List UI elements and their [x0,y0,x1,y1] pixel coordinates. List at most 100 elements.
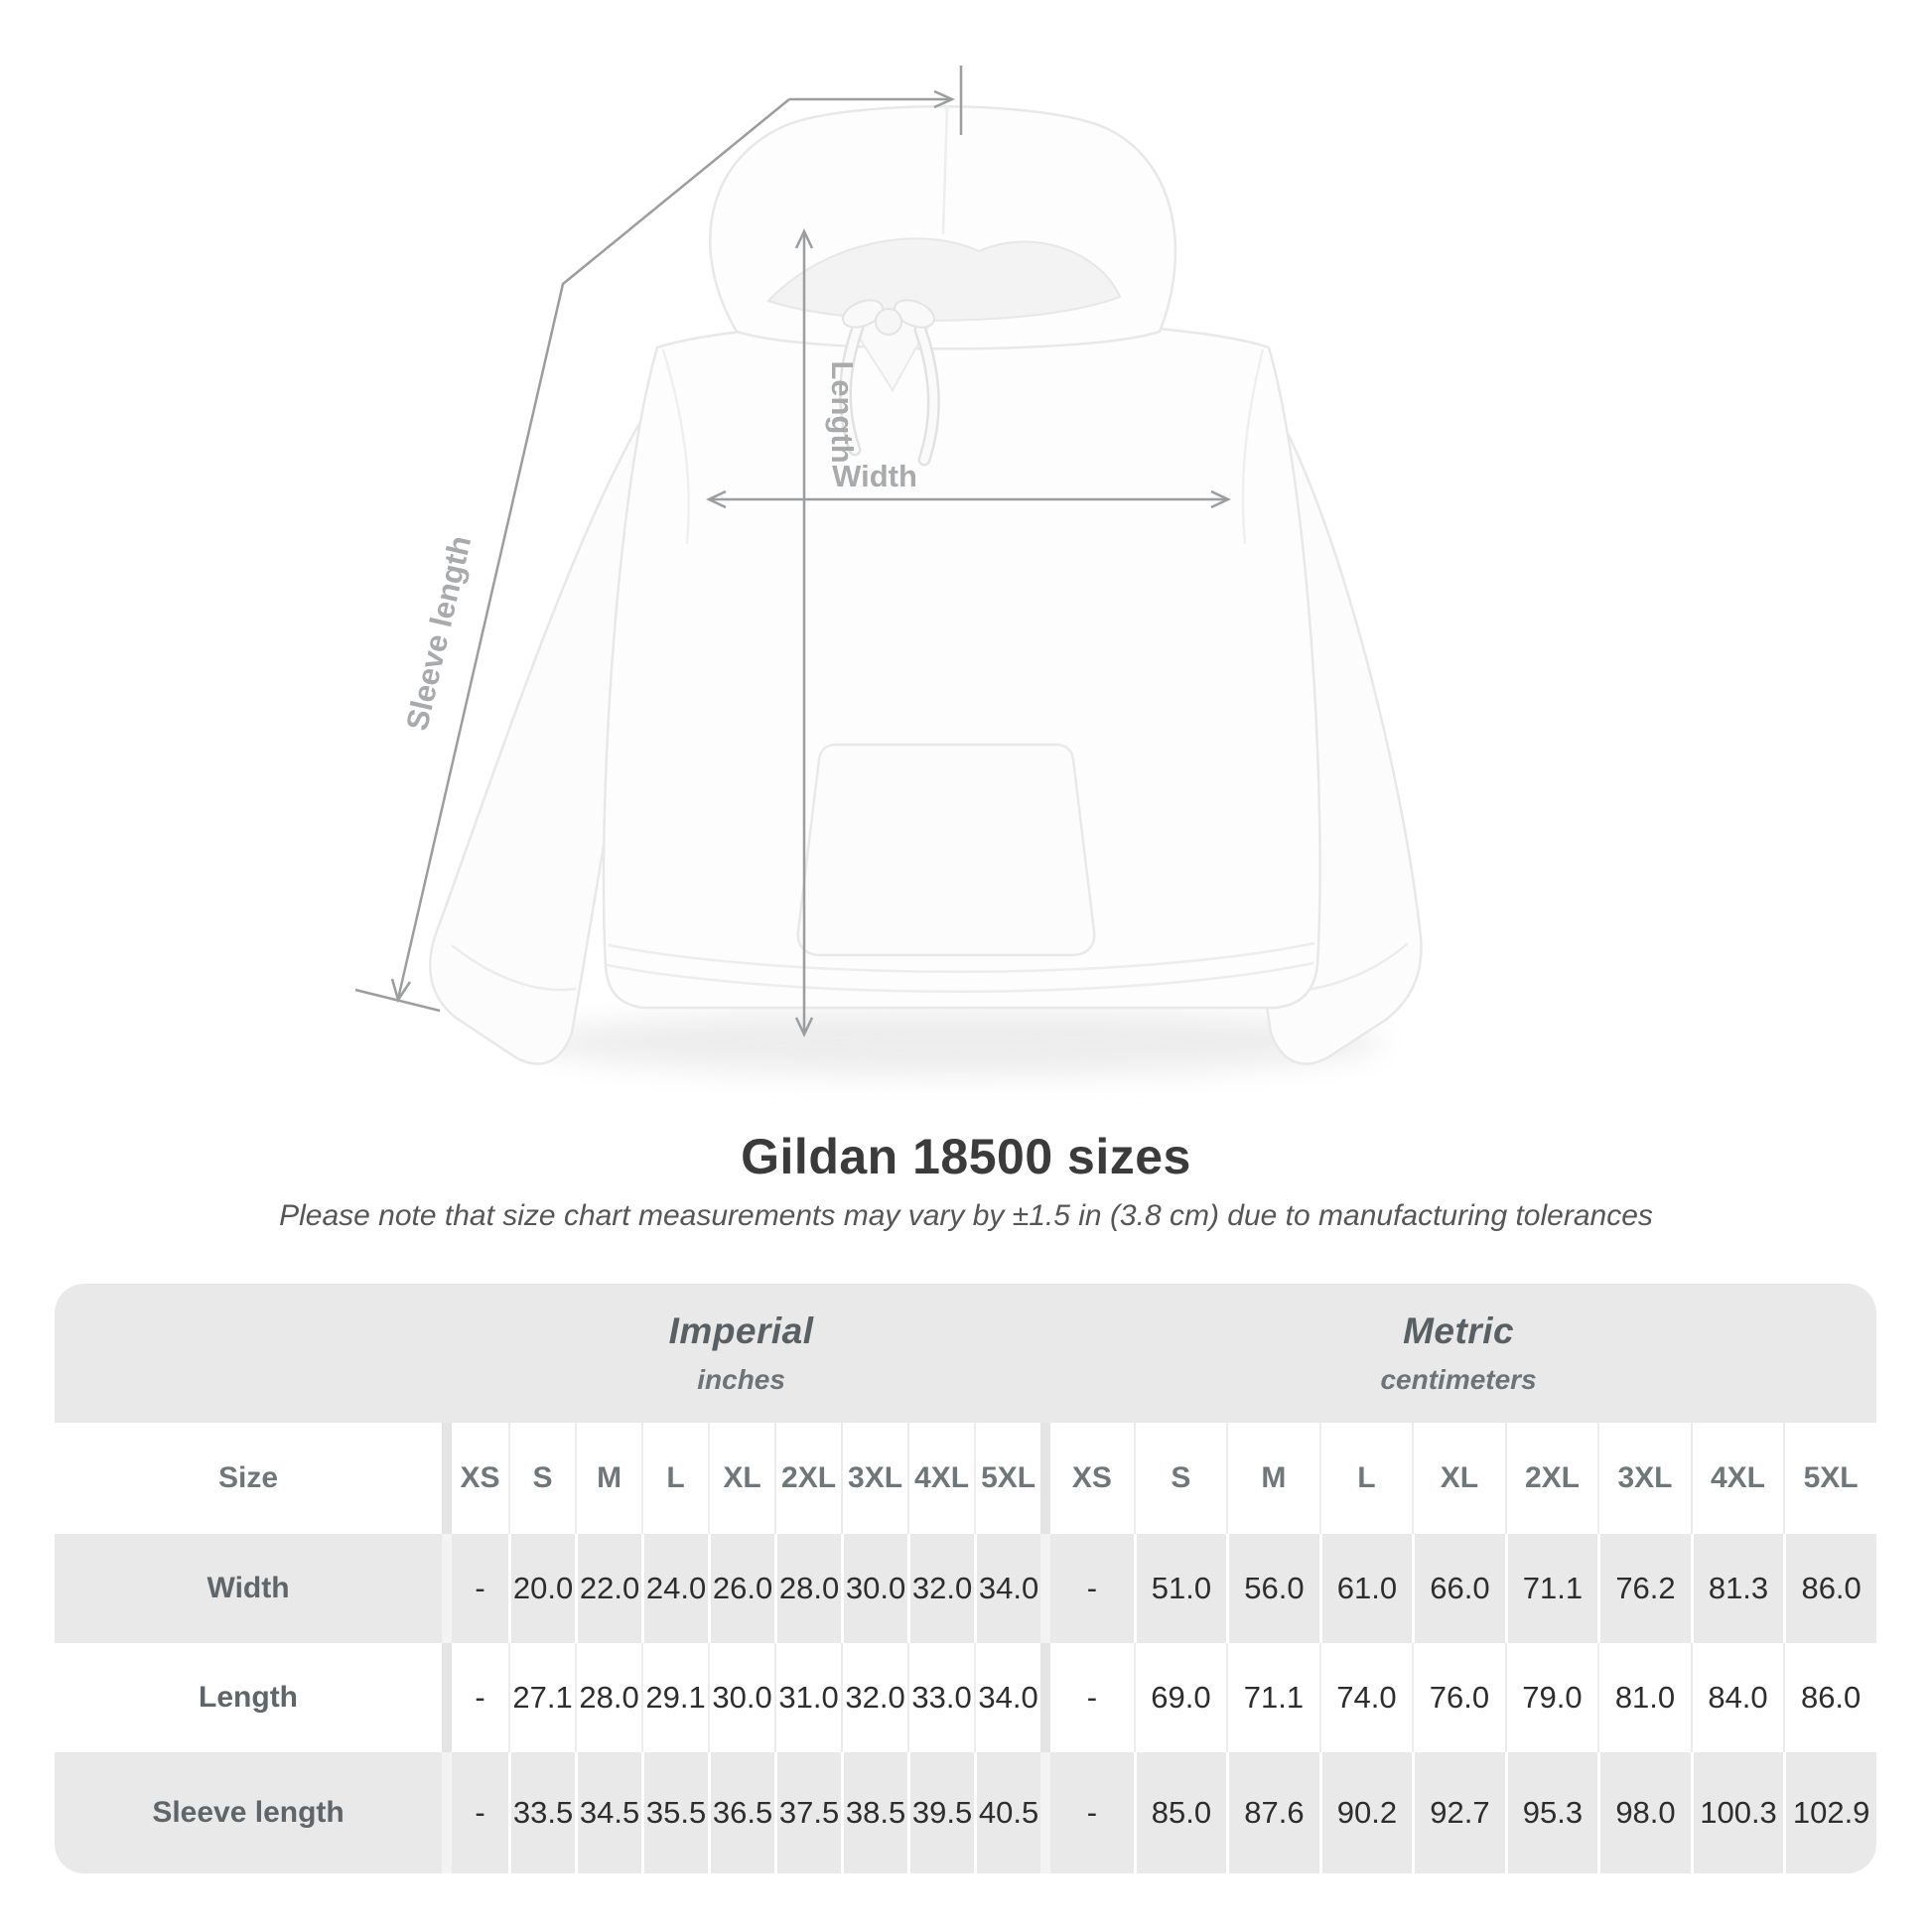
row-label: Sleeve length [55,1752,443,1873]
table-cell: 102.9 [1783,1752,1876,1873]
sleeve-length-arrow [354,98,790,1013]
table-cell: - [1040,1643,1134,1752]
table-cell: - [1040,1534,1134,1643]
table-cell: 22.0 [575,1534,642,1643]
size-header-met-2: M [1226,1423,1319,1534]
table-cell: 26.0 [708,1534,775,1643]
table-cell: 40.5 [974,1752,1041,1873]
table-cell: 86.0 [1783,1534,1876,1643]
table-cell: 29.1 [641,1643,709,1752]
table-cell: 81.0 [1597,1643,1691,1752]
measurement-figure: Length Width Sleeve length [354,66,1423,1076]
size-header-met-6: 3XL [1597,1423,1691,1534]
table-cell: 37.5 [774,1752,842,1873]
size-header-met-0: XS [1040,1423,1134,1534]
unit-header-row: Imperial inches Metric centimeters [55,1284,1876,1423]
table-cell: 100.3 [1690,1752,1784,1873]
size-header-imp-2: M [575,1423,642,1534]
size-header-met-3: L [1318,1423,1413,1534]
table-cell: - [442,1752,509,1873]
dimension-lines [354,66,1231,1037]
width-label: Width [832,459,917,493]
table-cell: 35.5 [641,1752,709,1873]
table-cell: 71.1 [1504,1534,1598,1643]
row-label: Length [55,1643,443,1752]
hoodie-illustration [428,104,1423,1076]
table-cell: 71.1 [1226,1643,1319,1752]
size-header-met-4: XL [1412,1423,1505,1534]
table-cell: 33.0 [907,1643,975,1752]
size-header-imp-6: 3XL [841,1423,908,1534]
table-cell: 34.0 [974,1643,1041,1752]
table-cell: 31.0 [774,1643,842,1752]
table-body: Width -20.0 22.0 24.0 26.0 28.0 30.0 32.0 34.0-5… [55,1534,1876,1873]
size-header-imp-7: 4XL [907,1423,975,1534]
table-row: Length -27.1 28.0 29.1 30.0 31.0 32.0 33.0 34.0-… [55,1643,1876,1752]
table-cell: - [1040,1752,1134,1873]
size-header-met-8: 5XL [1783,1423,1876,1534]
table-cell: 76.2 [1597,1534,1691,1643]
size-header-imp-3: L [641,1423,709,1534]
table-cell: 90.2 [1318,1752,1413,1873]
table-cell: 38.5 [841,1752,908,1873]
table-cell: 79.0 [1504,1643,1598,1752]
table-cell: 76.0 [1412,1643,1505,1752]
metric-unit-label: centimeters [1380,1364,1537,1395]
sizes-header-row: Size XS S M L XL 2XL 3XL 4XL 5XL XS S M L XL 2XL 3XL 4XL… [55,1423,1876,1534]
table-cell: 34.0 [974,1534,1041,1643]
table-cell: 61.0 [1318,1534,1413,1643]
size-header-imp-5: 2XL [774,1423,842,1534]
row-label: Width [55,1534,443,1643]
table-row: Width -20.0 22.0 24.0 26.0 28.0 30.0 32.0 34.0-5… [55,1534,1876,1643]
table-cell: 81.3 [1690,1534,1784,1643]
length-label: Length [825,360,860,463]
table-cell: 87.6 [1226,1752,1319,1873]
table-cell: 66.0 [1412,1534,1505,1643]
shoulder-pointer-arrow [789,66,963,135]
table-cell: 30.0 [708,1643,775,1752]
band-corner-cell [55,1284,443,1423]
table-cell: 33.5 [508,1752,576,1873]
size-header-imp-0: XS [442,1423,509,1534]
size-column-header: Size [55,1423,443,1534]
table-cell: 69.0 [1133,1643,1227,1752]
imperial-label: Imperial [668,1311,814,1351]
size-header-met-5: 2XL [1504,1423,1598,1534]
size-header-met-7: 4XL [1690,1423,1784,1534]
size-header-imp-8: 5XL [974,1423,1041,1534]
table-cell: 30.0 [841,1534,908,1643]
metric-label: Metric [1403,1311,1515,1351]
table-cell: 84.0 [1690,1643,1784,1752]
table-cell: 24.0 [641,1534,709,1643]
page-title: Gildan 18500 sizes [741,1129,1191,1184]
table-cell: 85.0 [1133,1752,1227,1873]
table-cell: 95.3 [1504,1752,1598,1873]
table-cell: 74.0 [1318,1643,1413,1752]
table-cell: 32.0 [907,1534,975,1643]
table-row: Sleeve length -33.5 34.5 35.5 36.5 37.5 38.5 39… [55,1752,1876,1873]
table-cell: 98.0 [1597,1752,1691,1873]
table-cell: - [442,1534,509,1643]
unit-header-imperial: Imperial inches [442,1284,1041,1423]
table-cell: 51.0 [1133,1534,1227,1643]
table-cell: 34.5 [575,1752,642,1873]
unit-header-metric: Metric centimeters [1040,1284,1876,1423]
length-arrow [794,228,814,1037]
table-cell: 36.5 [708,1752,775,1873]
table-cell: 56.0 [1226,1534,1319,1643]
size-header-met-1: S [1133,1423,1227,1534]
size-chart-table: Imperial inches Metric centimeters Size … [55,1284,1876,1873]
size-header-imp-4: XL [708,1423,775,1534]
width-arrow [706,489,1231,509]
table-cell: 86.0 [1783,1643,1876,1752]
imperial-unit-label: inches [697,1364,785,1395]
page-subtitle: Please note that size chart measurements… [279,1199,1653,1232]
table-cell: 20.0 [508,1534,576,1643]
table-cell: 39.5 [907,1752,975,1873]
table-cell: 28.0 [575,1643,642,1752]
table-cell: 27.1 [508,1643,576,1752]
table-cell: 28.0 [774,1534,842,1643]
table-cell: 92.7 [1412,1752,1505,1873]
table-cell: - [442,1643,509,1752]
